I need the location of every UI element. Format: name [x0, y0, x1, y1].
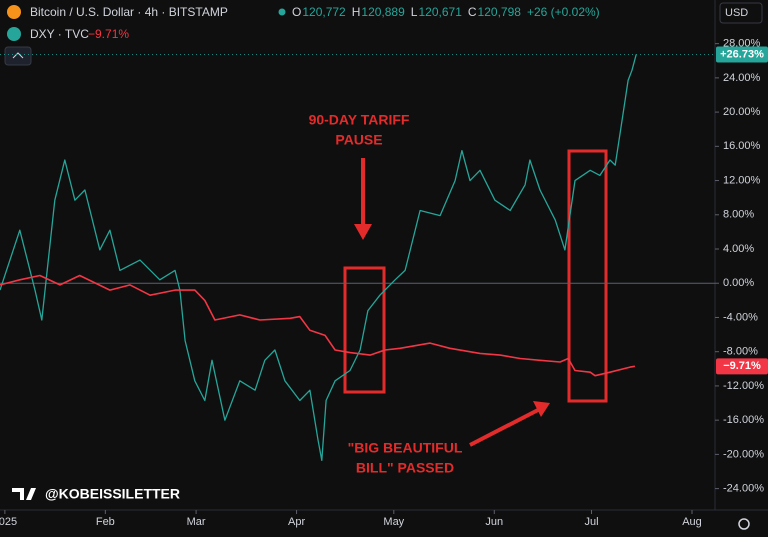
x-tick-label: Aug — [682, 516, 702, 528]
ohlc-key: L — [411, 5, 418, 19]
y-tick-label: 0.00% — [723, 277, 754, 289]
arrow-head — [533, 401, 550, 417]
last-value-label: +26.73% — [720, 48, 764, 60]
ohlc: O 120,772 H 120,889 L 120,671 C 120,798 +26 (+0.… — [292, 5, 600, 19]
last-value-label: −9.71% — [723, 360, 761, 372]
highlight-box — [343, 266, 386, 394]
settings-icon[interactable] — [738, 518, 750, 530]
watermark: @KOBEISSILETTER — [45, 486, 180, 502]
x-tick-label: 2025 — [0, 516, 17, 528]
ohlc-value: 120,798 — [478, 5, 522, 19]
y-tick-label: 16.00% — [723, 140, 761, 152]
logo — [12, 488, 36, 500]
annotation-line: "BIG BEAUTIFUL — [348, 440, 463, 456]
ohlc-value: 120,772 — [302, 5, 346, 19]
x-tick-label: Jun — [485, 516, 503, 528]
collapse-button[interactable] — [4, 46, 32, 66]
currency-button[interactable] — [719, 2, 763, 24]
annotation-line: BILL" PASSED — [356, 460, 454, 476]
x-tick-label: May — [383, 516, 404, 528]
y-tick-label: -24.00% — [723, 483, 764, 495]
ohlc-key: C — [468, 5, 477, 19]
collapse-icon — [12, 52, 24, 59]
y-tick-label: -8.00% — [723, 346, 758, 358]
y-tick-label: -4.00% — [723, 311, 758, 323]
series-line — [0, 54, 637, 462]
arrow-head — [354, 224, 372, 240]
y-tick-label: 12.00% — [723, 174, 761, 186]
x-tick-label: Jul — [584, 516, 598, 528]
last-value-box — [716, 46, 768, 63]
y-tick-label: 8.00% — [723, 209, 754, 221]
annotation-line: PAUSE — [335, 132, 382, 148]
compare-change: −9.71% — [88, 27, 129, 41]
compare-symbol: DXY · TVC — [30, 27, 89, 41]
y-tick-label: -12.00% — [723, 380, 764, 392]
y-tick-label: 24.00% — [723, 72, 761, 84]
symbol: Bitcoin / U.S. Dollar · 4h · BITSTAMP — [30, 5, 228, 19]
currency: USD — [725, 7, 748, 19]
y-tick-label: 4.00% — [723, 243, 754, 255]
ohlc-value: 120,671 — [418, 5, 462, 19]
y-tick-label: -16.00% — [723, 414, 764, 426]
change: +26 (+0.02%) — [527, 5, 600, 19]
last-value-box — [716, 358, 768, 375]
ohlc-value: 120,889 — [361, 5, 405, 19]
y-tick-label: 20.00% — [723, 106, 761, 118]
arrow — [469, 408, 539, 447]
annotation-line: 90-DAY TARIFF — [309, 112, 410, 128]
x-tick-label: Apr — [288, 516, 305, 528]
x-tick-label: Feb — [96, 516, 115, 528]
x-tick-label: Mar — [187, 516, 206, 528]
btc-icon — [7, 5, 21, 19]
highlight-box — [567, 149, 608, 403]
status-dot — [278, 8, 286, 16]
y-tick-label: -20.00% — [723, 448, 764, 460]
ohlc-key: O — [292, 5, 301, 19]
series-line — [0, 274, 636, 377]
dxy-icon — [7, 27, 21, 41]
ohlc-key: H — [352, 5, 361, 19]
